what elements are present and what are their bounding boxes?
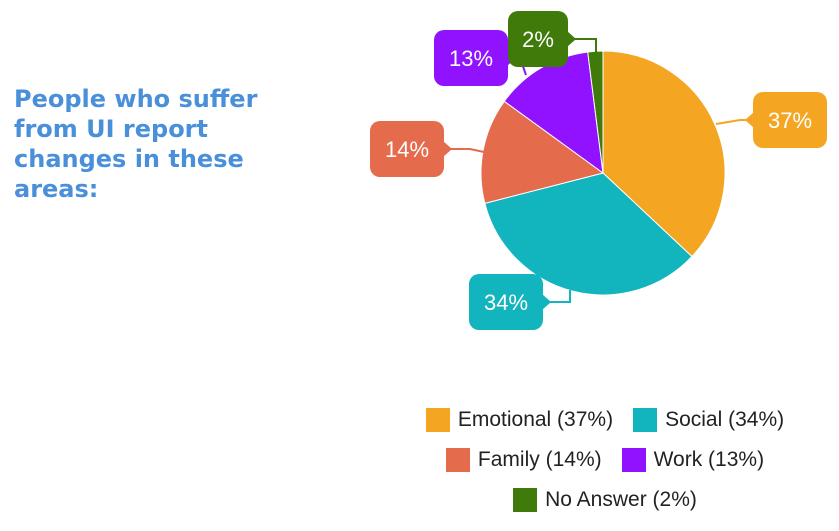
data-label-family: 14% [385,137,429,162]
leader-line-social [543,290,571,303]
legend-swatch-emotional [425,408,450,432]
legend-label-work: Work (13%) [653,448,765,471]
leader-line-no-answer [568,38,597,52]
legend-label-emotional: Emotional (37%) [457,408,614,431]
data-label-callout-emotional: 37% [745,92,827,148]
pie-chart: 37% 34% 14% 13% 2% [370,11,827,330]
callout-box-emotional [753,92,827,148]
data-label-social: 34% [484,290,528,315]
pie-slice-family [480,100,605,204]
legend-label-no-answer: No Answer (2%) [545,488,697,511]
legend-swatch-no-answer [513,488,538,512]
callout-tail-emotional [745,112,754,128]
data-label-callout-social: 34% [469,274,551,330]
callout-box-work [434,30,508,86]
data-label-emotional: 37% [768,108,812,133]
callout-box-family [370,121,444,177]
legend-item-family: Family (14%) [445,448,602,472]
data-label-work: 13% [449,46,493,71]
legend-item-work: Work (13%) [621,448,765,472]
callout-box-no-answer [508,11,568,67]
callout-tail-social [542,294,551,310]
legend-label-family: Family (14%) [477,448,602,471]
data-label-callout-no-answer: 2% [508,11,576,67]
data-label-no-answer: 2% [522,27,554,52]
legend-item-social: Social (34%) [633,408,784,432]
callout-box-social [469,274,543,330]
pie-slice-work [503,51,604,175]
chart-title: People who suffer from UI report changes… [14,85,258,203]
legend-label-social: Social (34%) [665,408,785,431]
pie-slice-social [484,172,693,296]
callout-tail-family [443,141,452,157]
legend-item-no-answer: No Answer (2%) [513,488,697,512]
callout-tail-no-answer [567,31,576,47]
legend-swatch-social [633,408,658,432]
legend-item-emotional: Emotional (37%) [425,408,614,432]
legend-swatch-family [445,448,470,472]
data-label-callout-work: 13% [434,30,516,86]
legend-swatch-work [621,448,646,472]
pie-slice-emotional [602,50,726,258]
data-label-callout-family: 14% [370,121,452,177]
chart-legend: Emotional (37%) Social (34%) Family (14%… [395,408,815,512]
leader-line-family [444,148,485,153]
